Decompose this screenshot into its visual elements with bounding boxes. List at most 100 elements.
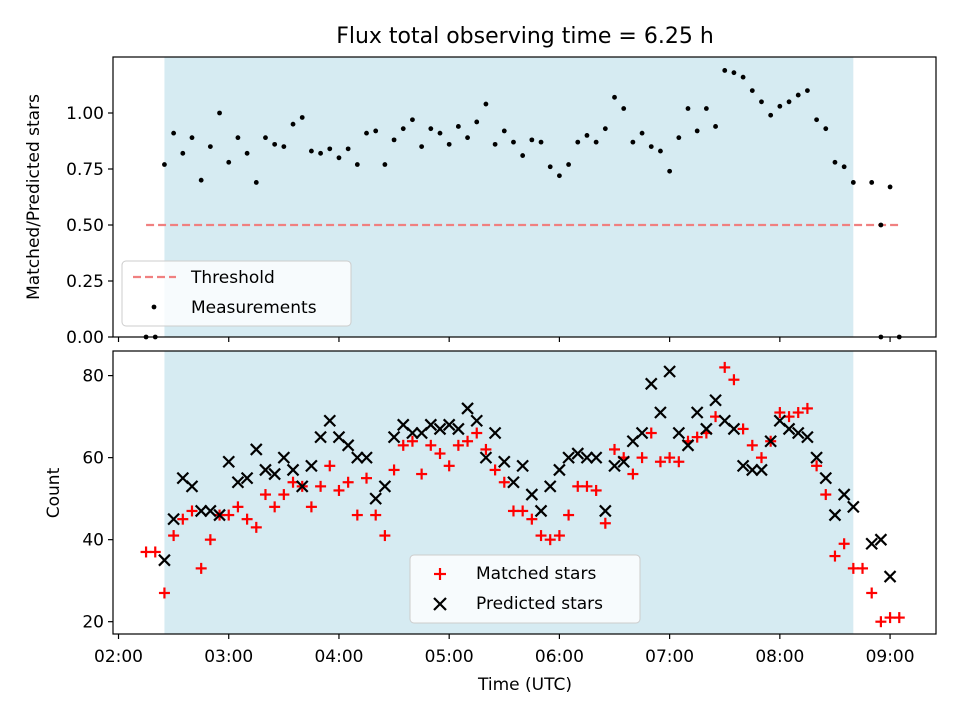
matched-star-point [599, 517, 611, 529]
measurement-point [648, 144, 654, 150]
measurement-point [263, 135, 268, 141]
predicted-star-point [837, 488, 851, 501]
predicted-star-point [507, 475, 520, 489]
measurement-point [198, 177, 204, 183]
predicted-star-point [617, 455, 630, 469]
predicted-star-point [580, 451, 594, 464]
predicted-star-point [323, 414, 337, 428]
predicted-star-point [828, 508, 842, 522]
measurement-point [309, 148, 314, 154]
predicted-star-point [498, 455, 511, 469]
measurement-point [354, 162, 360, 167]
top-y-tick-label: 0.00 [66, 328, 104, 348]
predicted-star-point [360, 451, 373, 464]
bottom-x-tick-label: 08:00 [755, 647, 804, 667]
matched-star-point [811, 460, 823, 472]
measurement-point [658, 148, 663, 154]
measurement-point [814, 117, 819, 123]
predicted-star-point [553, 463, 566, 477]
matched-star-point [636, 452, 648, 464]
measurement-point [428, 126, 434, 132]
matched-star-point [847, 562, 859, 574]
predicted-star-point [681, 439, 695, 452]
matched-star-point [553, 530, 565, 542]
bottom-plot-frame [112, 350, 937, 635]
bottom-x-tick-label: 09:00 [866, 647, 915, 667]
predicted-star-point [185, 480, 199, 493]
top-panel: 0.00 0.25 0.50 0.75 1.00 Matched/Predicted s… [24, 56, 937, 348]
measurement-point [446, 141, 452, 147]
predicted-star-point [562, 451, 575, 464]
measurement-point [832, 159, 838, 165]
bottom-y-tick-label: 20 [82, 613, 104, 633]
matched-star-point [498, 476, 510, 488]
predicted-star-point [709, 393, 722, 407]
predicted-star-point [700, 422, 713, 436]
predicted-star-point [461, 402, 474, 415]
matched-star-point [315, 480, 327, 492]
measurement-point [841, 164, 847, 170]
measurement-point [345, 146, 351, 152]
predicted-star-point [295, 480, 309, 493]
measurement-point [749, 88, 755, 93]
legend-threshold-label: Threshold [190, 268, 275, 288]
predicted-star-point [589, 451, 603, 464]
matched-star-point [269, 501, 281, 513]
predicted-star-point [801, 430, 814, 444]
legend-matched-label: Matched stars [476, 564, 596, 584]
predicted-star-point [525, 488, 539, 501]
matched-star-point [535, 530, 547, 542]
measurement-point [557, 173, 562, 179]
predicted-star-point [314, 430, 327, 444]
predicted-star-point [406, 426, 419, 440]
measurement-point [621, 106, 627, 111]
predicted-star-point [865, 537, 878, 551]
predicted-star-point [819, 471, 833, 485]
matched-star-point [884, 612, 896, 624]
predicted-star-point [644, 377, 658, 391]
top-y-tick-label: 0.25 [66, 272, 104, 292]
bottom-x-tick-label: 02:00 [94, 647, 143, 667]
measurement-point [437, 130, 443, 136]
matched-star-point [425, 439, 437, 451]
matched-star-point [526, 513, 538, 525]
predicted-star-point [470, 414, 484, 428]
predicted-star-point [874, 533, 888, 546]
matched-star-point [774, 407, 786, 419]
matched-star-point [186, 505, 198, 517]
predicted-star-point [452, 422, 465, 436]
predicted-star-point [883, 570, 897, 583]
predicted-star-point [305, 459, 318, 473]
measurement-point [189, 135, 195, 141]
matched-star-point [820, 489, 832, 501]
matched-star-point [801, 402, 813, 414]
matched-star-point [443, 460, 455, 472]
predicted-star-point [286, 463, 300, 477]
measurement-point [217, 110, 222, 116]
measurement-point [850, 180, 856, 185]
predicted-star-point [213, 508, 226, 522]
matched-star-point [563, 509, 575, 521]
measurement-point [520, 153, 526, 158]
measurement-point [327, 146, 333, 152]
matched-star-point [480, 443, 492, 455]
predicted-star-point [663, 365, 676, 378]
matched-star-point [572, 480, 584, 492]
matched-star-point [324, 460, 336, 472]
predicted-star-point [277, 451, 291, 464]
predicted-star-point [755, 463, 768, 477]
legend-predicted-label: Predicted stars [476, 594, 603, 614]
matched-star-point [278, 489, 290, 501]
bottom-y-axis-label: Count [44, 467, 64, 518]
measurement-point [823, 126, 829, 132]
legend-predicted-swatch [433, 597, 447, 611]
matched-star-point [627, 468, 639, 480]
chart-title: Flux total observing time = 6.25 h [336, 24, 714, 49]
measurement-point [639, 130, 645, 136]
matched-star-point [361, 472, 373, 484]
matched-star-point [406, 435, 418, 447]
measurement-point [235, 135, 241, 141]
measurement-point [703, 106, 709, 111]
predicted-star-point [424, 418, 438, 432]
matched-star-point [875, 616, 887, 628]
